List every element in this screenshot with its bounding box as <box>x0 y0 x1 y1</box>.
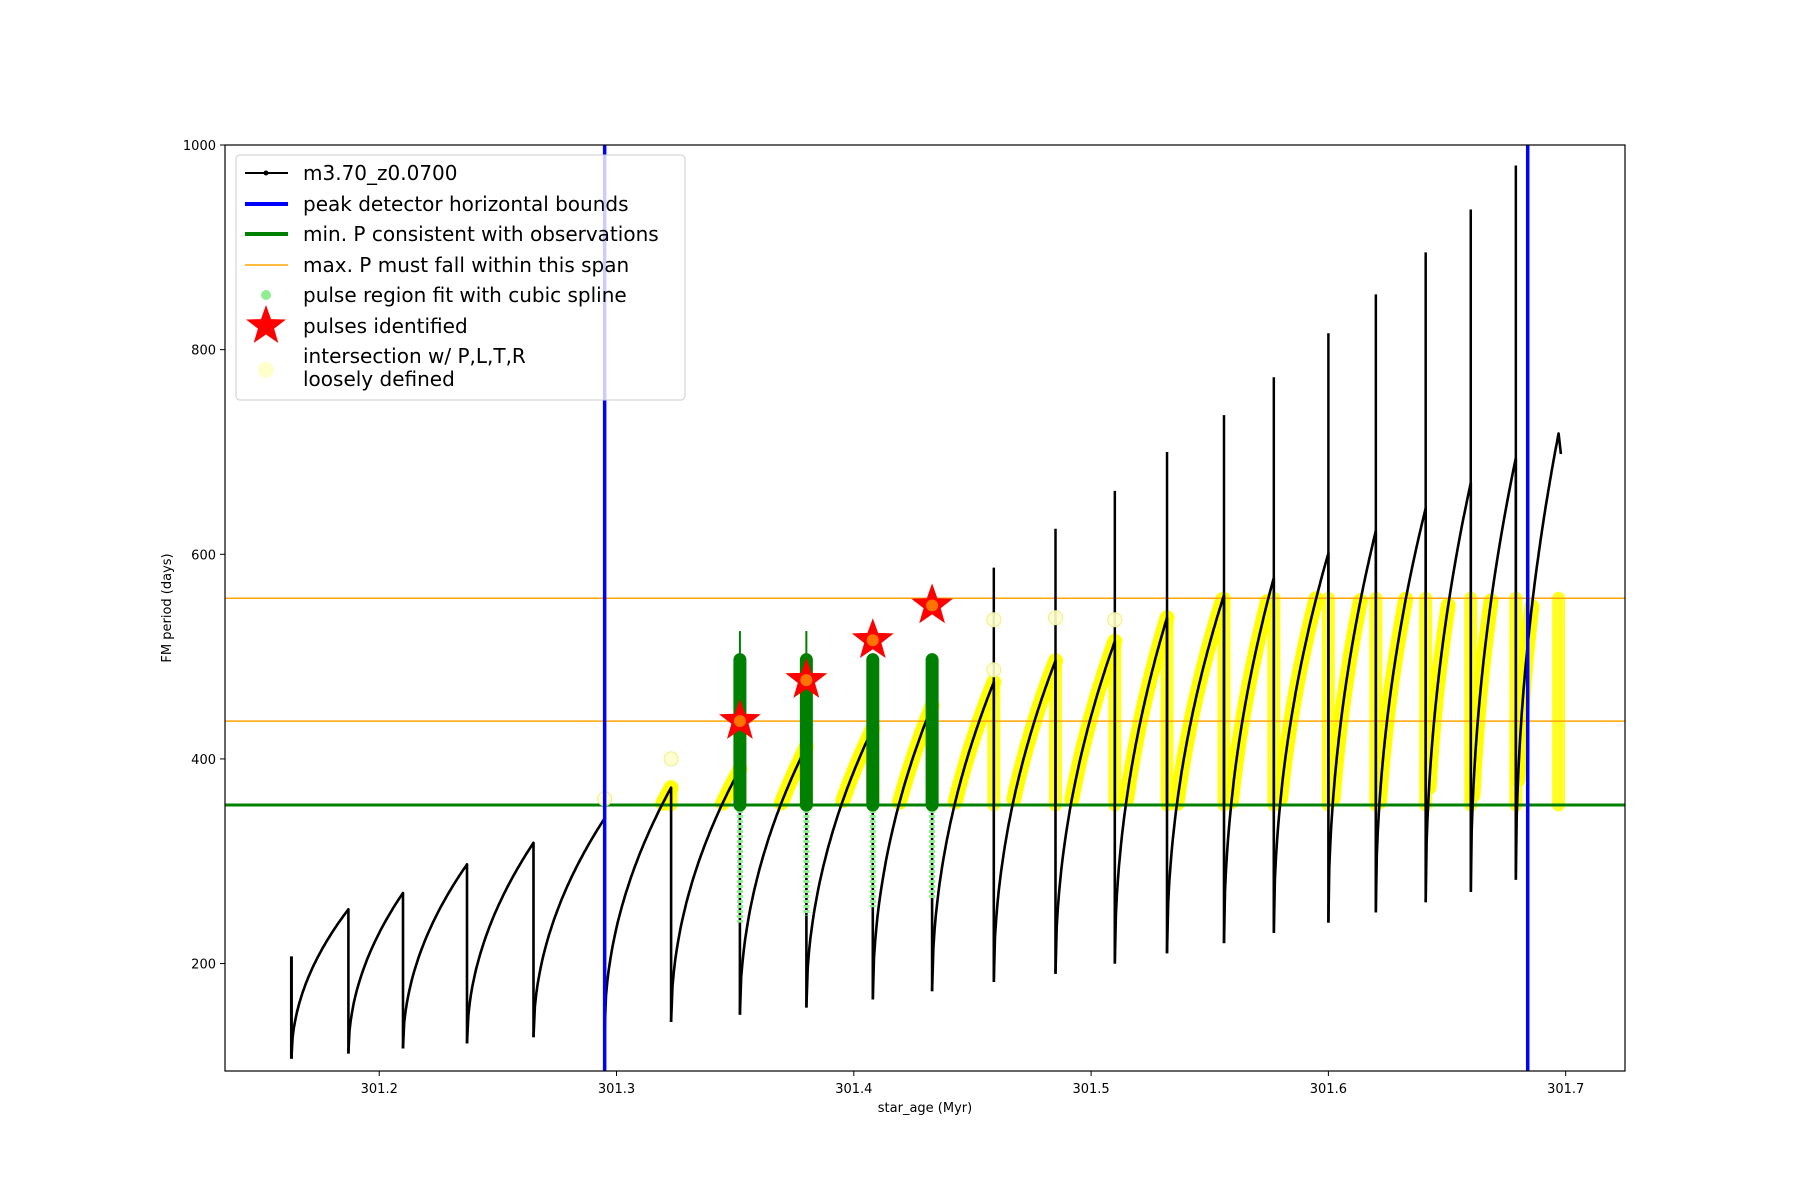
model-cycle-14 <box>1165 593 1226 954</box>
pulse-star-core-0 <box>733 715 746 728</box>
model-cycle-8 <box>805 726 875 1008</box>
x-axis: 301.2 301.3 301.4 301.5 301.6 301.7 <box>361 1071 1584 1097</box>
loose-point-5 <box>1107 612 1123 628</box>
legend-handle-loose <box>258 362 274 378</box>
model-cycle-13 <box>1113 616 1169 964</box>
model-cycle-7 <box>738 745 808 1015</box>
model-cycle-5 <box>603 786 673 1031</box>
model-cycle-2 <box>401 862 469 1049</box>
x-tick-label-4: 301.6 <box>1310 1082 1347 1097</box>
loose-point-4 <box>1048 610 1064 626</box>
pulse-star-core-1 <box>800 674 813 687</box>
model-cycle-6 <box>669 767 742 1022</box>
axes-frame <box>224 144 1626 1072</box>
loose-point-3 <box>986 662 1002 678</box>
legend-handles <box>245 170 288 378</box>
x-tick-label-3: 301.5 <box>1072 1082 1109 1097</box>
legend: m3.70_z0.0700 peak detector horizontal b… <box>235 154 686 401</box>
model-cycle-17 <box>1327 529 1378 923</box>
model-cycle-18 <box>1374 506 1427 913</box>
legend-label-intersection: intersection w/ P,L,T,R <box>303 344 526 368</box>
x-tick-label-2: 301.4 <box>835 1082 872 1097</box>
legend-label-spline: pulse region fit with cubic spline <box>303 283 627 307</box>
legend-label-bounds: peak detector horizontal bounds <box>303 192 629 216</box>
legend-label-max-p: max. P must fall within this span <box>303 253 629 277</box>
model-cycle-20 <box>1469 456 1518 892</box>
loose-point-2 <box>986 612 1002 628</box>
legend-handle-star <box>246 305 286 343</box>
legend-handle-spline <box>261 290 271 300</box>
model-cycle-4 <box>532 816 607 1038</box>
legend-label-model: m3.70_z0.0700 <box>303 161 458 185</box>
loose-point-1 <box>663 751 679 767</box>
model-cycle-9 <box>871 704 934 1000</box>
model-series <box>289 165 1563 1059</box>
model-cycle-1 <box>347 891 405 1054</box>
model-cycle-21 <box>1514 432 1563 880</box>
legend-handle-model-dot <box>263 170 269 176</box>
legend-box <box>235 154 686 401</box>
x-tick-label-0: 301.2 <box>361 1082 398 1097</box>
model-cycle-11 <box>992 659 1057 983</box>
pulse-star-core-3 <box>926 599 939 612</box>
pulse-star-core-2 <box>866 634 879 647</box>
model-cycle-3 <box>465 841 535 1044</box>
model-cycle-19 <box>1424 481 1473 903</box>
model-cycle-16 <box>1272 551 1330 933</box>
legend-label-pulses: pulses identified <box>303 314 468 338</box>
y-tick-label-1: 400 <box>191 753 216 768</box>
model-cycle-10 <box>930 680 996 992</box>
y-axis-label: FM period (days) <box>160 553 175 662</box>
x-tick-label-5: 301.7 <box>1547 1082 1584 1097</box>
identified-pulses <box>719 583 953 739</box>
model-cycle-15 <box>1222 576 1276 944</box>
x-tick-label-1: 301.3 <box>598 1082 635 1097</box>
legend-label-min-p: min. P consistent with observations <box>303 222 659 246</box>
model-cycle-0 <box>290 907 350 1059</box>
y-tick-label-2: 600 <box>191 548 216 563</box>
legend-label-loosely: loosely defined <box>303 367 455 391</box>
model-cycle-12 <box>1054 639 1117 974</box>
y-tick-label-0: 200 <box>191 958 216 973</box>
y-tick-label-3: 800 <box>191 344 216 359</box>
x-axis-label: star_age (Myr) <box>878 1101 972 1116</box>
y-tick-label-4: 1000 <box>183 139 216 154</box>
plot-area <box>225 145 1625 1071</box>
loose-points <box>597 610 1123 807</box>
y-axis: 200 400 600 800 1000 <box>183 139 225 973</box>
